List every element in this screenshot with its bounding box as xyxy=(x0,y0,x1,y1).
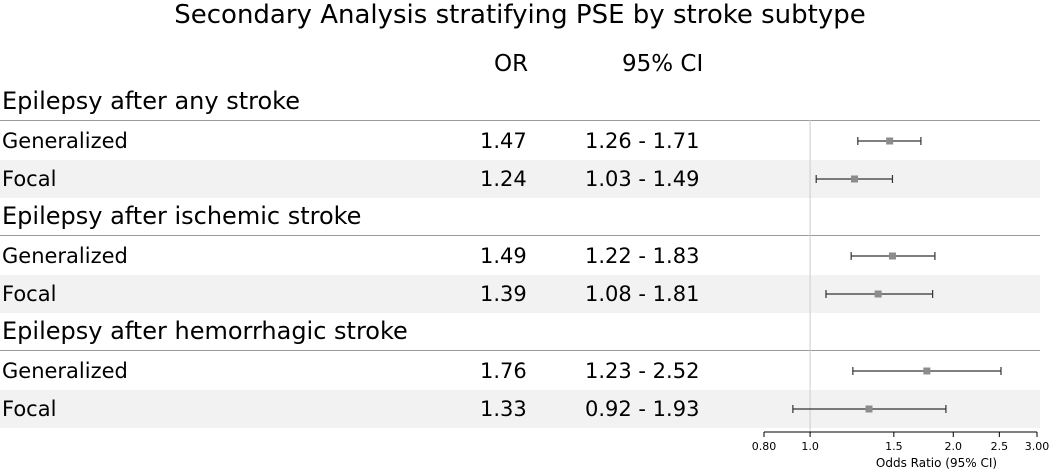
row-label: Focal xyxy=(2,282,57,306)
x-tick-label: 1.5 xyxy=(885,440,903,453)
row-label: Generalized xyxy=(2,129,128,153)
row-label: Generalized xyxy=(2,244,128,268)
group-divider xyxy=(0,120,1040,121)
row-or-value: 1.76 xyxy=(480,359,527,383)
point-estimate xyxy=(886,137,894,145)
x-tick-label: 2.5 xyxy=(991,440,1009,453)
row-ci-value: 0.92 - 1.93 xyxy=(585,397,700,421)
row-ci-value: 1.03 - 1.49 xyxy=(585,167,700,191)
row-or-value: 1.33 xyxy=(480,397,527,421)
row-or-value: 1.24 xyxy=(480,167,527,191)
row-ci-value: 1.26 - 1.71 xyxy=(585,129,700,153)
x-tick-label: 2.0 xyxy=(945,440,963,453)
row-ci-value: 1.08 - 1.81 xyxy=(585,282,700,306)
point-estimate xyxy=(851,175,859,183)
row-label: Generalized xyxy=(2,359,128,383)
group-divider xyxy=(0,235,1040,236)
row-or-value: 1.39 xyxy=(480,282,527,306)
x-tick-label: 0.80 xyxy=(752,440,777,453)
group-label: Epilepsy after any stroke xyxy=(2,87,300,115)
group-label: Epilepsy after hemorrhagic stroke xyxy=(2,317,408,345)
column-header-ci: 95% CI xyxy=(622,51,704,77)
point-estimate xyxy=(865,405,873,413)
x-tick-label: 3.00 xyxy=(1025,440,1050,453)
row-ci-value: 1.23 - 2.52 xyxy=(585,359,700,383)
row-label: Focal xyxy=(2,397,57,421)
group-label: Epilepsy after ischemic stroke xyxy=(2,202,362,230)
row-label: Focal xyxy=(2,167,57,191)
point-estimate xyxy=(874,290,882,298)
row-or-value: 1.47 xyxy=(480,129,527,153)
group-divider xyxy=(0,350,1040,351)
column-header-or: OR xyxy=(494,51,529,77)
x-axis-label: Odds Ratio (95% CI) xyxy=(876,456,997,470)
point-estimate xyxy=(888,252,896,260)
chart-title: Secondary Analysis stratifying PSE by st… xyxy=(174,0,866,30)
row-or-value: 1.49 xyxy=(480,244,527,268)
row-ci-value: 1.22 - 1.83 xyxy=(585,244,700,268)
x-tick-label: 1.0 xyxy=(801,440,819,453)
point-estimate xyxy=(923,367,931,375)
